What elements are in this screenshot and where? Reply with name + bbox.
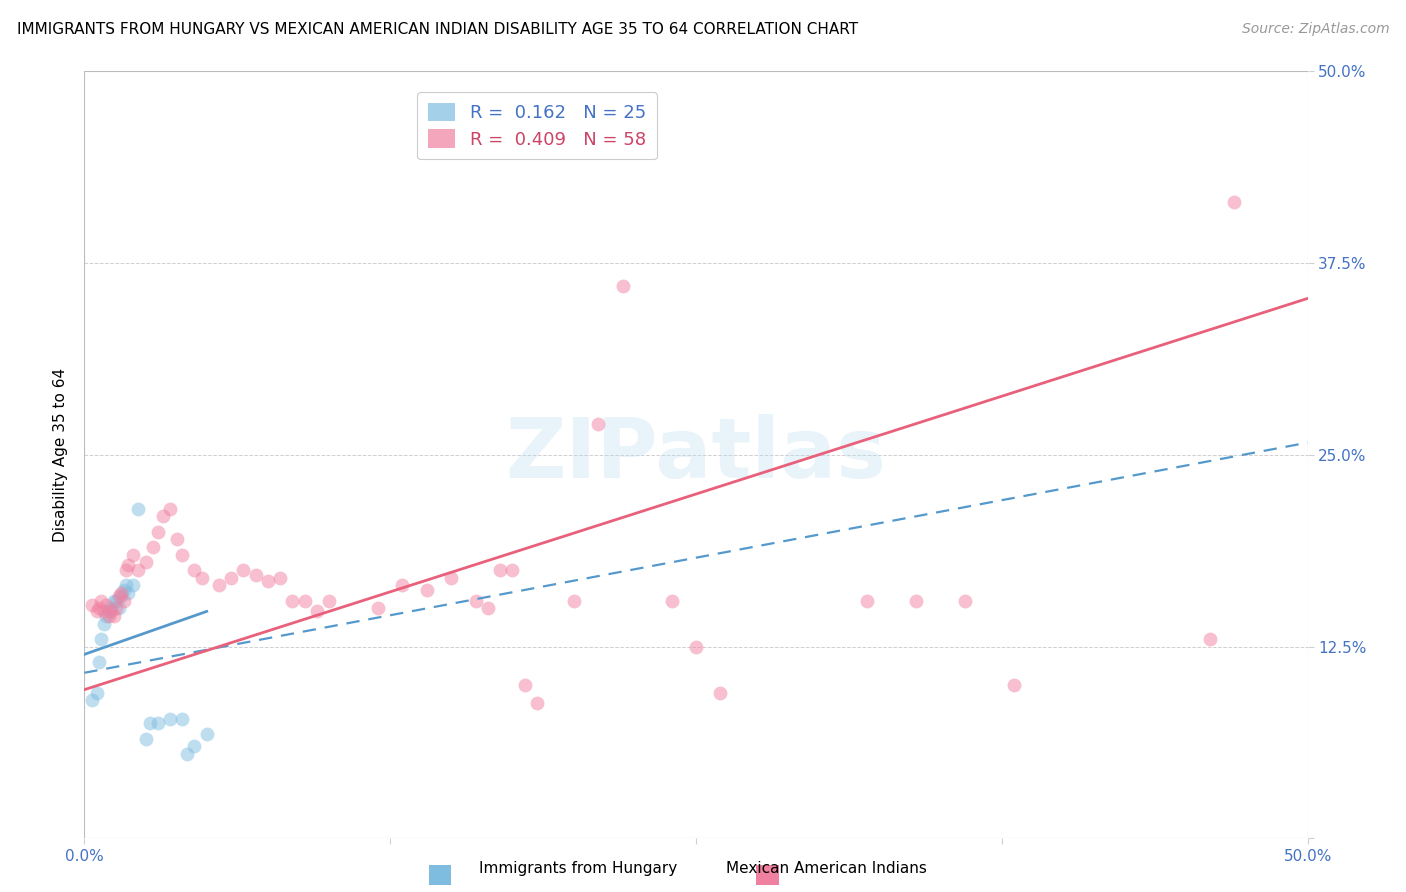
Point xyxy=(195,727,218,741)
Point xyxy=(107,589,129,603)
Point xyxy=(489,563,512,577)
Point xyxy=(110,586,132,600)
Point xyxy=(477,601,499,615)
Point xyxy=(257,574,280,588)
Point xyxy=(122,548,145,562)
Point xyxy=(219,571,242,585)
Point xyxy=(122,578,145,592)
Point xyxy=(107,601,129,615)
Point xyxy=(100,604,122,618)
Point xyxy=(146,716,169,731)
Point xyxy=(208,578,231,592)
Point xyxy=(586,417,609,432)
Point xyxy=(80,693,103,707)
Point xyxy=(191,571,214,585)
Point xyxy=(159,501,181,516)
Point xyxy=(416,582,439,597)
Point xyxy=(87,601,110,615)
Point xyxy=(93,604,115,618)
Point xyxy=(103,593,125,607)
Point xyxy=(97,604,120,618)
Point xyxy=(135,555,157,569)
Point xyxy=(105,593,128,607)
Point xyxy=(90,593,112,607)
Point xyxy=(117,558,139,573)
Text: ZIPatlas: ZIPatlas xyxy=(506,415,886,495)
Point xyxy=(166,533,188,547)
Point xyxy=(86,686,108,700)
Point xyxy=(1198,632,1220,646)
Point xyxy=(112,593,135,607)
Point xyxy=(87,655,110,669)
Point xyxy=(110,589,132,603)
Point xyxy=(245,567,267,582)
Point xyxy=(86,604,108,618)
Point xyxy=(709,686,731,700)
Point xyxy=(1223,194,1246,209)
Point xyxy=(294,593,316,607)
Point xyxy=(612,279,634,293)
Point xyxy=(142,540,165,554)
Point xyxy=(183,563,205,577)
Point xyxy=(526,697,548,711)
Point xyxy=(80,599,103,613)
Point xyxy=(146,524,169,539)
Point xyxy=(112,582,135,597)
Point xyxy=(318,593,340,607)
Point xyxy=(502,563,524,577)
Point xyxy=(661,593,683,607)
Point xyxy=(127,563,149,577)
Point xyxy=(115,578,138,592)
Point xyxy=(103,609,125,624)
Point xyxy=(117,586,139,600)
Point xyxy=(139,716,162,731)
Point xyxy=(367,601,389,615)
Point xyxy=(135,731,157,746)
Point xyxy=(562,593,585,607)
Point xyxy=(97,609,120,624)
Point xyxy=(856,593,879,607)
Point xyxy=(513,678,536,692)
Point xyxy=(96,599,118,613)
Text: Source: ZipAtlas.com: Source: ZipAtlas.com xyxy=(1241,22,1389,37)
Point xyxy=(176,747,198,761)
Text: IMMIGRANTS FROM HUNGARY VS MEXICAN AMERICAN INDIAN DISABILITY AGE 35 TO 64 CORRE: IMMIGRANTS FROM HUNGARY VS MEXICAN AMERI… xyxy=(17,22,858,37)
Point xyxy=(464,593,486,607)
Point xyxy=(93,616,115,631)
Y-axis label: Disability Age 35 to 64: Disability Age 35 to 64 xyxy=(53,368,69,542)
Point xyxy=(105,601,128,615)
Point xyxy=(953,593,976,607)
Point xyxy=(269,571,291,585)
Point xyxy=(172,548,194,562)
Point xyxy=(305,604,328,618)
Point xyxy=(90,632,112,646)
Point xyxy=(685,640,707,654)
Point xyxy=(96,609,118,624)
Point xyxy=(183,739,205,754)
Text: Immigrants from Hungary          Mexican American Indians: Immigrants from Hungary Mexican American… xyxy=(479,861,927,876)
Point xyxy=(281,593,304,607)
Point xyxy=(391,578,413,592)
Point xyxy=(159,712,181,726)
Point xyxy=(440,571,463,585)
Point xyxy=(152,509,174,524)
Point xyxy=(172,712,194,726)
Point xyxy=(100,601,122,615)
Point xyxy=(232,563,254,577)
Point xyxy=(1002,678,1025,692)
Point xyxy=(127,501,149,516)
Legend: R =  0.162   N = 25, R =  0.409   N = 58: R = 0.162 N = 25, R = 0.409 N = 58 xyxy=(418,92,657,160)
Point xyxy=(905,593,928,607)
Point xyxy=(115,563,138,577)
